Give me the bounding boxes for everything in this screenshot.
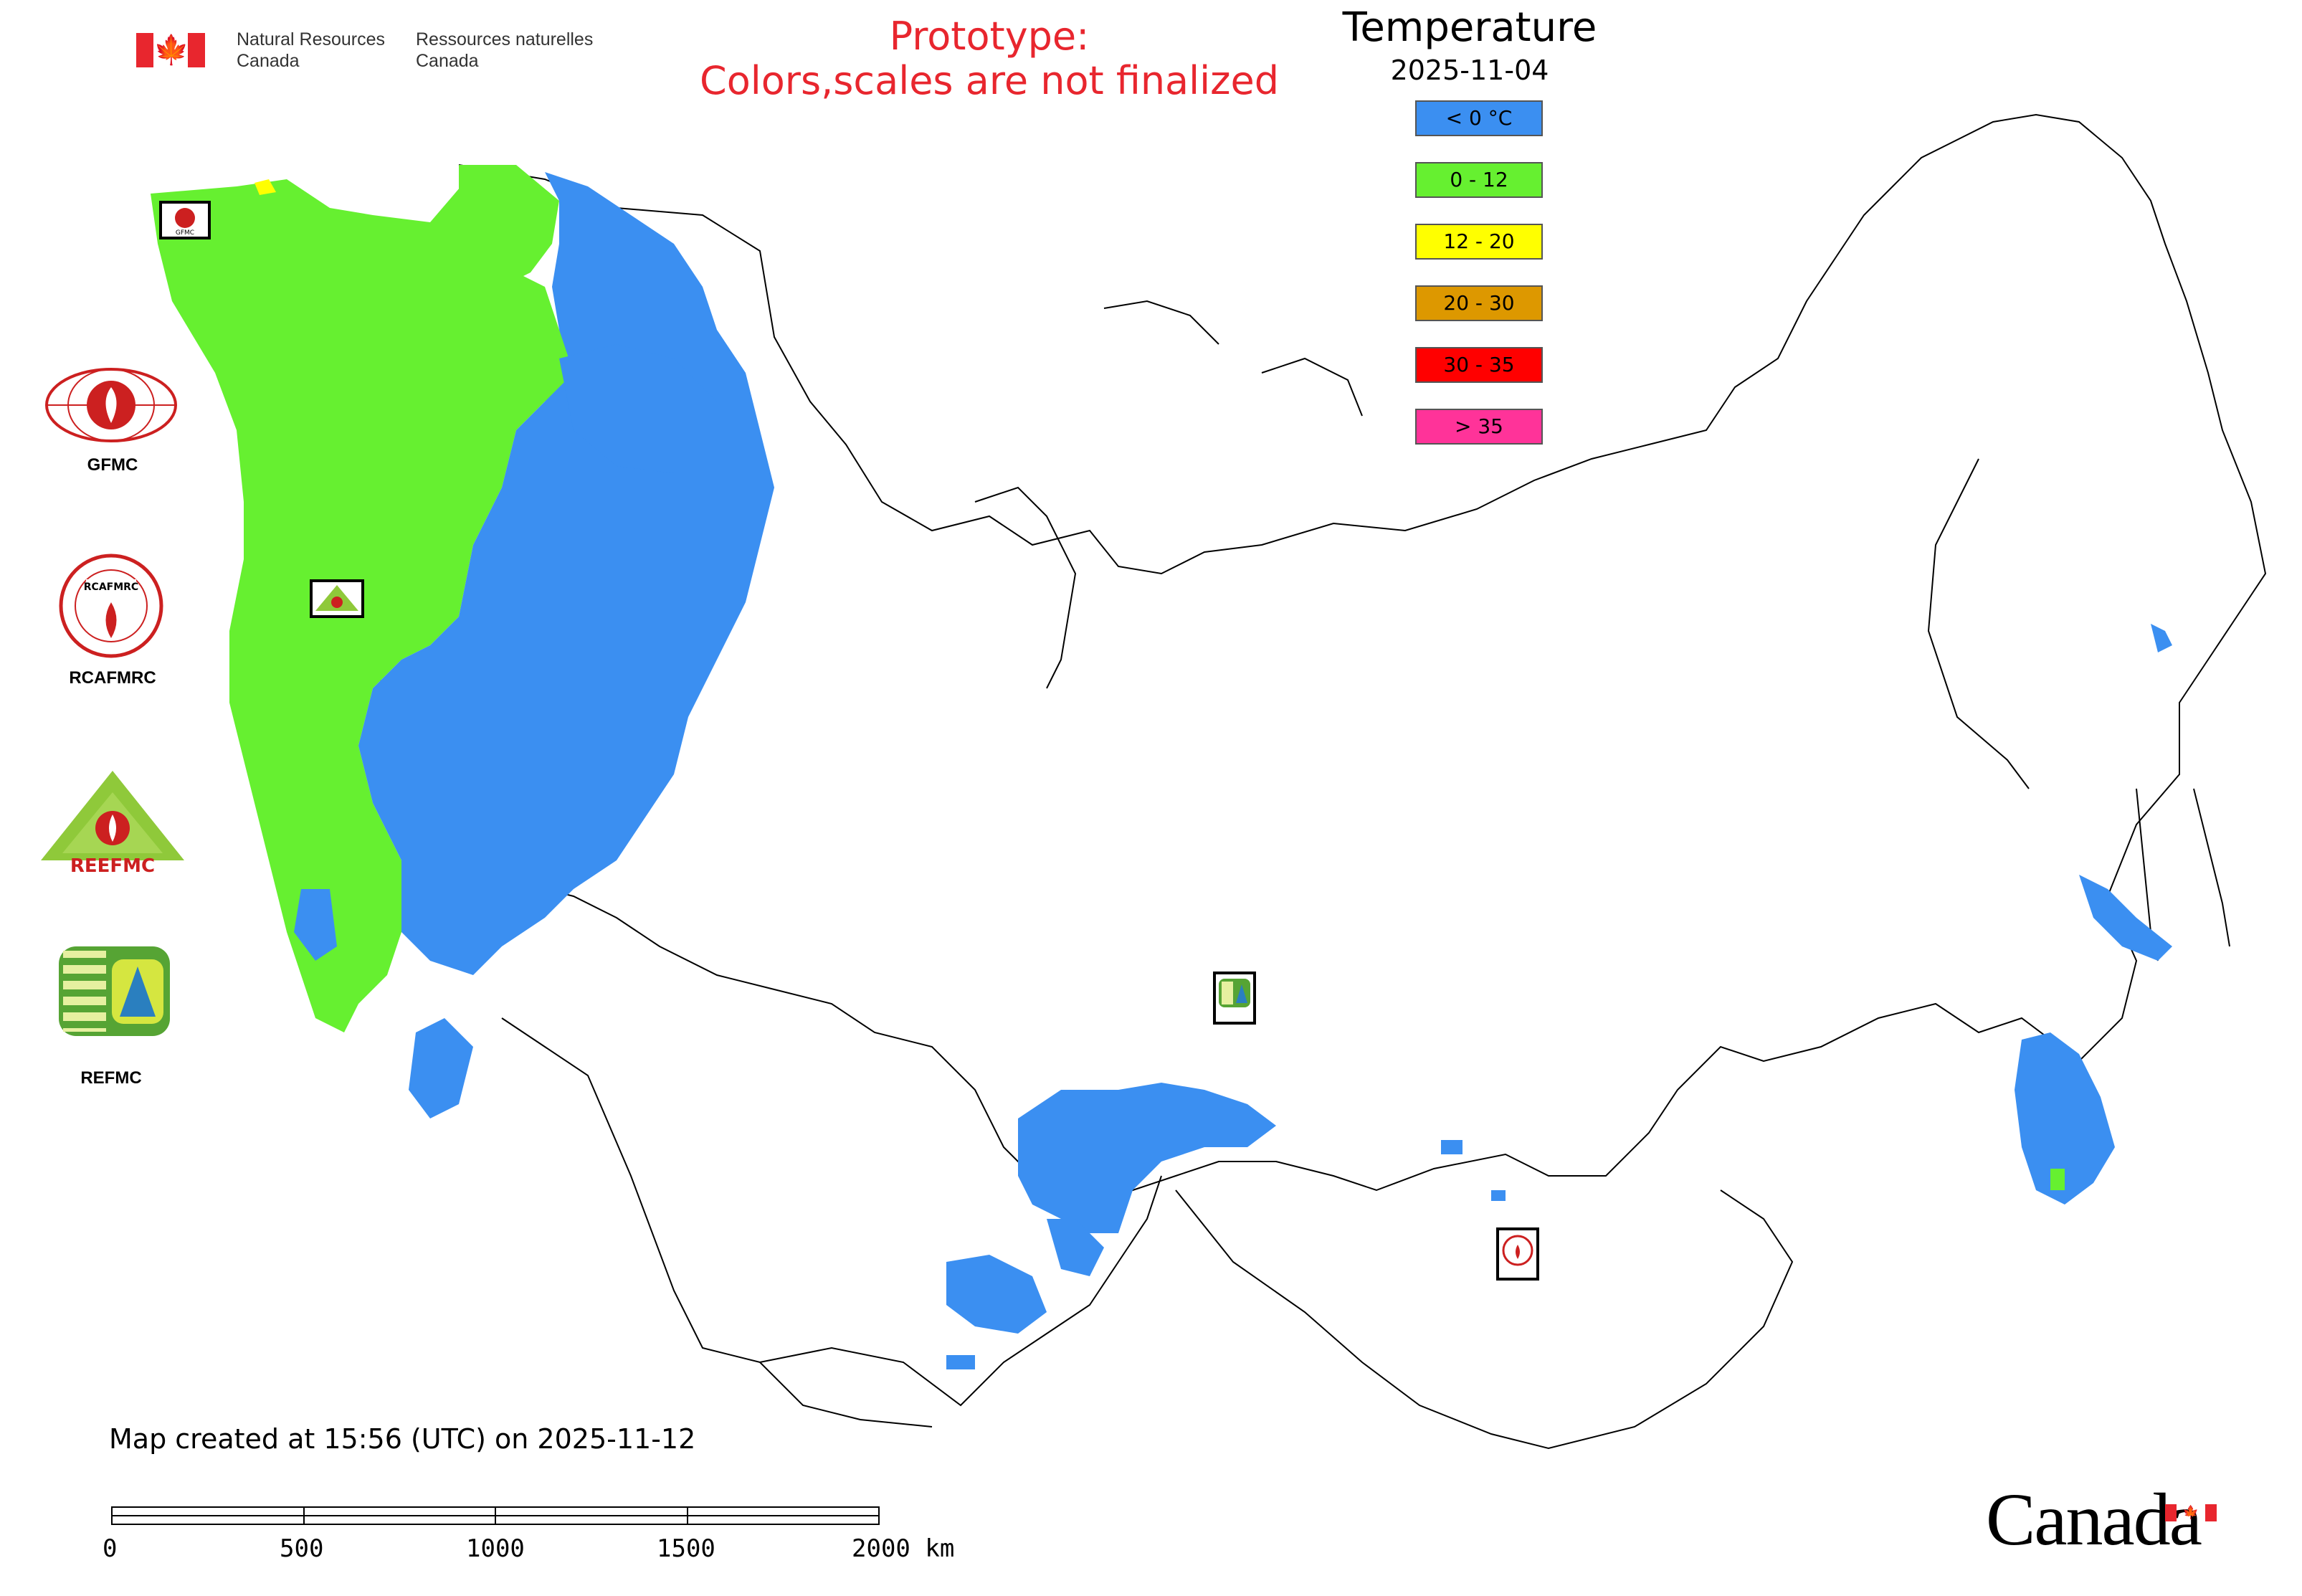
legend-item-12-20: 12 - 20 <box>1415 224 1543 260</box>
gfmc-logo-icon <box>45 368 177 442</box>
legend-item-above-35: > 35 <box>1415 409 1543 445</box>
zone-cold-east <box>2015 624 2172 1205</box>
zone-cold-central <box>946 1083 1506 1369</box>
rcafmrc-label: RCAFMRC <box>69 668 156 688</box>
prototype-notice: Prototype: Colors,scales are not finaliz… <box>700 14 1279 103</box>
svg-text:RCAFMRC: RCAFMRC <box>84 581 138 593</box>
scale-tick-1000: 1000 <box>466 1534 525 1563</box>
svg-text:REEFMC: REEFMC <box>70 855 155 875</box>
refmc-map-marker <box>1213 972 1256 1025</box>
gfmc-map-marker: GFMC <box>159 201 211 239</box>
scale-tick-0: 0 <box>103 1534 118 1563</box>
canada-flag-icon: 🍁 <box>136 33 205 67</box>
legend-item-0-12: 0 - 12 <box>1415 162 1543 198</box>
legend-title: Temperature <box>1342 4 1597 51</box>
rcafmrc-logo-icon: RCAFMRC <box>59 554 163 658</box>
legend-item-20-30: 20 - 30 <box>1415 285 1543 321</box>
legend-item-30-35: 30 - 35 <box>1415 347 1543 383</box>
department-name-fr: Ressources naturelles Canada <box>416 29 594 71</box>
scale-tick-2000: 2000 km <box>852 1534 955 1563</box>
department-name-en: Natural Resources Canada <box>237 29 386 71</box>
gfmc-label: GFMC <box>87 455 138 475</box>
refmc-logo-icon <box>59 946 170 1036</box>
legend-date: 2025-11-04 <box>1390 54 1549 86</box>
zone-mild-west <box>151 165 588 1032</box>
refmc-label: REFMC <box>80 1068 142 1088</box>
svg-text:GFMC: GFMC <box>176 229 194 237</box>
reefmc-map-marker <box>310 579 364 618</box>
map-created-note: Map created at 15:56 (UTC) on 2025-11-12 <box>109 1423 696 1455</box>
legend-item-below-zero: < 0 °C <box>1415 100 1543 136</box>
government-signature: 🍁 Natural Resources Canada Ressources na… <box>136 29 638 79</box>
rcafmrc-map-marker <box>1496 1227 1539 1281</box>
scale-bar <box>111 1506 880 1525</box>
scale-tick-1500: 1500 <box>657 1534 715 1563</box>
scale-tick-500: 500 <box>280 1534 324 1563</box>
reefmc-logo-icon: REEFMC <box>41 771 184 875</box>
wordmark-flag-icon: 🍁 <box>2165 1504 2217 1521</box>
zone-cold-west <box>294 172 774 1118</box>
